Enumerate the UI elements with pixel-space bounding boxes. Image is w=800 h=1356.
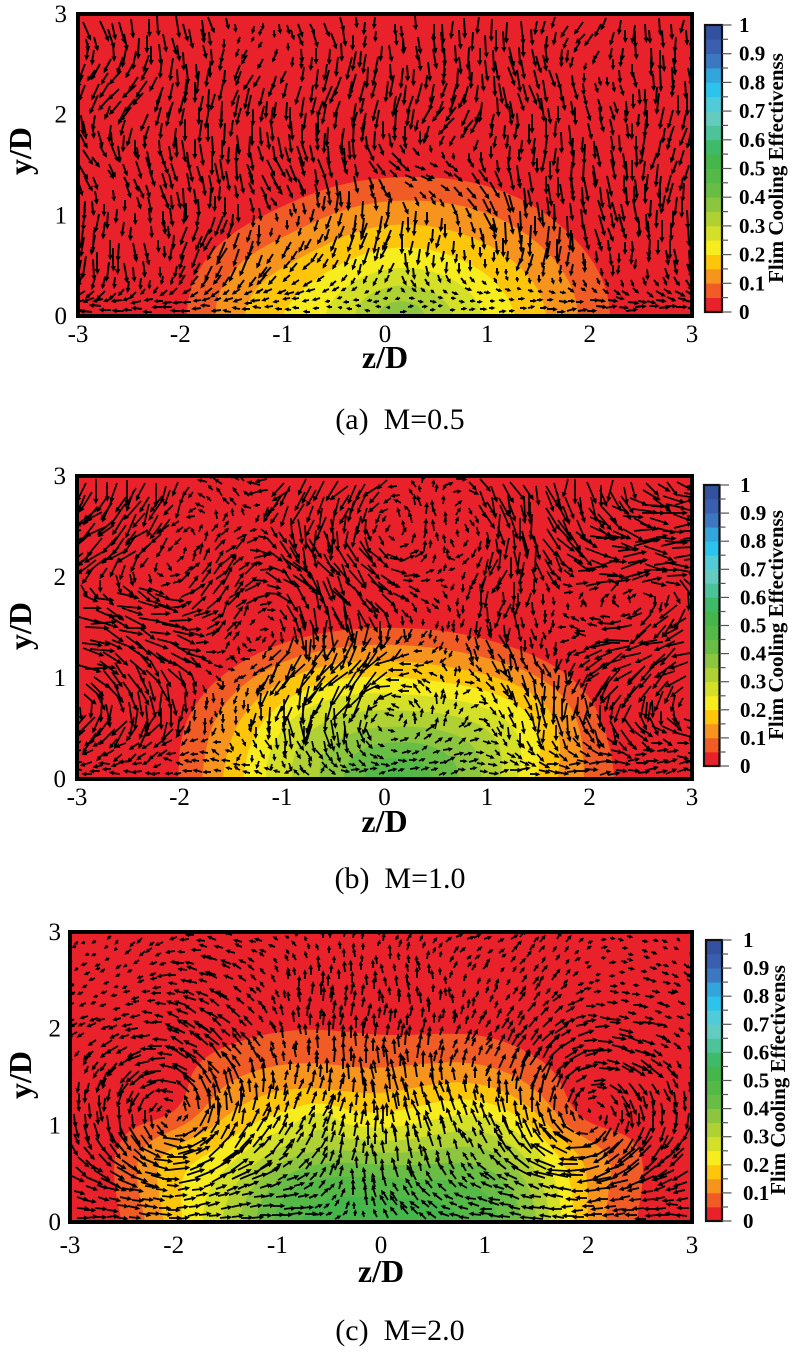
- svg-text:Flim Cooling Effectivenss: Flim Cooling Effectivenss: [766, 965, 790, 1195]
- svg-text:(a) M=0.5: (a) M=0.5: [335, 403, 464, 436]
- svg-text:0: 0: [49, 1209, 62, 1236]
- svg-text:3: 3: [49, 919, 62, 946]
- svg-text:1: 1: [481, 321, 494, 348]
- svg-text:1: 1: [481, 784, 494, 811]
- svg-text:0.9: 0.9: [739, 42, 765, 66]
- svg-text:2: 2: [55, 102, 68, 129]
- svg-text:y/D: y/D: [2, 602, 38, 650]
- svg-text:2: 2: [583, 321, 596, 348]
- svg-text:1: 1: [743, 928, 754, 952]
- svg-text:2: 2: [583, 784, 596, 811]
- svg-text:(b) M=1.0: (b) M=1.0: [334, 862, 465, 895]
- svg-text:1: 1: [49, 1112, 62, 1139]
- svg-text:3: 3: [686, 784, 699, 811]
- svg-text:0.5: 0.5: [743, 1069, 769, 1093]
- svg-text:1: 1: [740, 473, 751, 497]
- svg-text:0.6: 0.6: [743, 1040, 769, 1064]
- svg-text:0: 0: [740, 754, 751, 778]
- svg-text:1: 1: [739, 13, 750, 37]
- svg-text:0.4: 0.4: [740, 642, 767, 666]
- svg-text:0: 0: [55, 303, 68, 330]
- svg-text:z/D: z/D: [362, 339, 408, 375]
- svg-text:-2: -2: [169, 784, 190, 811]
- svg-text:0.7: 0.7: [739, 99, 765, 123]
- svg-text:-3: -3: [68, 321, 89, 348]
- svg-text:0.3: 0.3: [743, 1125, 769, 1149]
- svg-text:0.3: 0.3: [740, 670, 766, 694]
- svg-text:Flim Cooling Effectivenss: Flim Cooling Effectivenss: [764, 510, 788, 740]
- svg-text:y/D: y/D: [2, 127, 38, 175]
- svg-text:0.6: 0.6: [739, 128, 765, 152]
- svg-text:1: 1: [478, 1232, 491, 1259]
- svg-text:2: 2: [582, 1232, 595, 1259]
- svg-text:0.2: 0.2: [743, 1153, 769, 1177]
- svg-text:0: 0: [375, 1232, 388, 1259]
- svg-text:0.5: 0.5: [739, 157, 765, 181]
- svg-text:-2: -2: [163, 1232, 184, 1259]
- svg-text:3: 3: [54, 463, 67, 490]
- svg-text:-1: -1: [267, 1232, 288, 1259]
- svg-text:z/D: z/D: [361, 803, 407, 839]
- svg-text:3: 3: [55, 1, 68, 28]
- svg-text:-1: -1: [272, 784, 293, 811]
- svg-text:0.1: 0.1: [743, 1181, 769, 1205]
- svg-text:0.2: 0.2: [739, 243, 765, 267]
- svg-text:0: 0: [739, 300, 750, 324]
- svg-text:0.3: 0.3: [739, 214, 765, 238]
- svg-text:0.6: 0.6: [740, 585, 766, 609]
- svg-text:0.4: 0.4: [739, 185, 766, 209]
- svg-text:0.8: 0.8: [743, 984, 769, 1008]
- svg-text:2: 2: [49, 1016, 62, 1043]
- svg-text:0.8: 0.8: [740, 529, 766, 553]
- svg-text:z/D: z/D: [358, 1253, 404, 1289]
- svg-text:3: 3: [686, 321, 699, 348]
- svg-text:-3: -3: [67, 784, 88, 811]
- svg-text:1: 1: [54, 665, 67, 692]
- svg-text:0.7: 0.7: [740, 557, 766, 581]
- svg-text:0.1: 0.1: [740, 726, 766, 750]
- svg-text:3: 3: [686, 1232, 699, 1259]
- svg-text:Flim Cooling Effectivenss: Flim Cooling Effectivenss: [764, 53, 788, 283]
- svg-text:0: 0: [743, 1209, 754, 1233]
- svg-text:0.1: 0.1: [739, 271, 765, 295]
- svg-text:0.7: 0.7: [743, 1012, 769, 1036]
- svg-text:0.5: 0.5: [740, 614, 766, 638]
- svg-text:0: 0: [379, 321, 392, 348]
- svg-text:0: 0: [378, 784, 391, 811]
- svg-text:y/D: y/D: [2, 1051, 38, 1099]
- svg-text:-1: -1: [272, 321, 293, 348]
- svg-text:-2: -2: [170, 321, 191, 348]
- svg-text:0.4: 0.4: [743, 1097, 770, 1121]
- svg-text:0.9: 0.9: [743, 956, 769, 980]
- svg-text:0: 0: [54, 766, 67, 793]
- svg-text:0.2: 0.2: [740, 698, 766, 722]
- svg-text:0.8: 0.8: [739, 70, 765, 94]
- svg-text:-3: -3: [60, 1232, 81, 1259]
- svg-text:0.9: 0.9: [740, 501, 766, 525]
- svg-text:2: 2: [54, 564, 67, 591]
- svg-text:(c) M=2.0: (c) M=2.0: [335, 1314, 464, 1347]
- svg-text:1: 1: [55, 202, 68, 229]
